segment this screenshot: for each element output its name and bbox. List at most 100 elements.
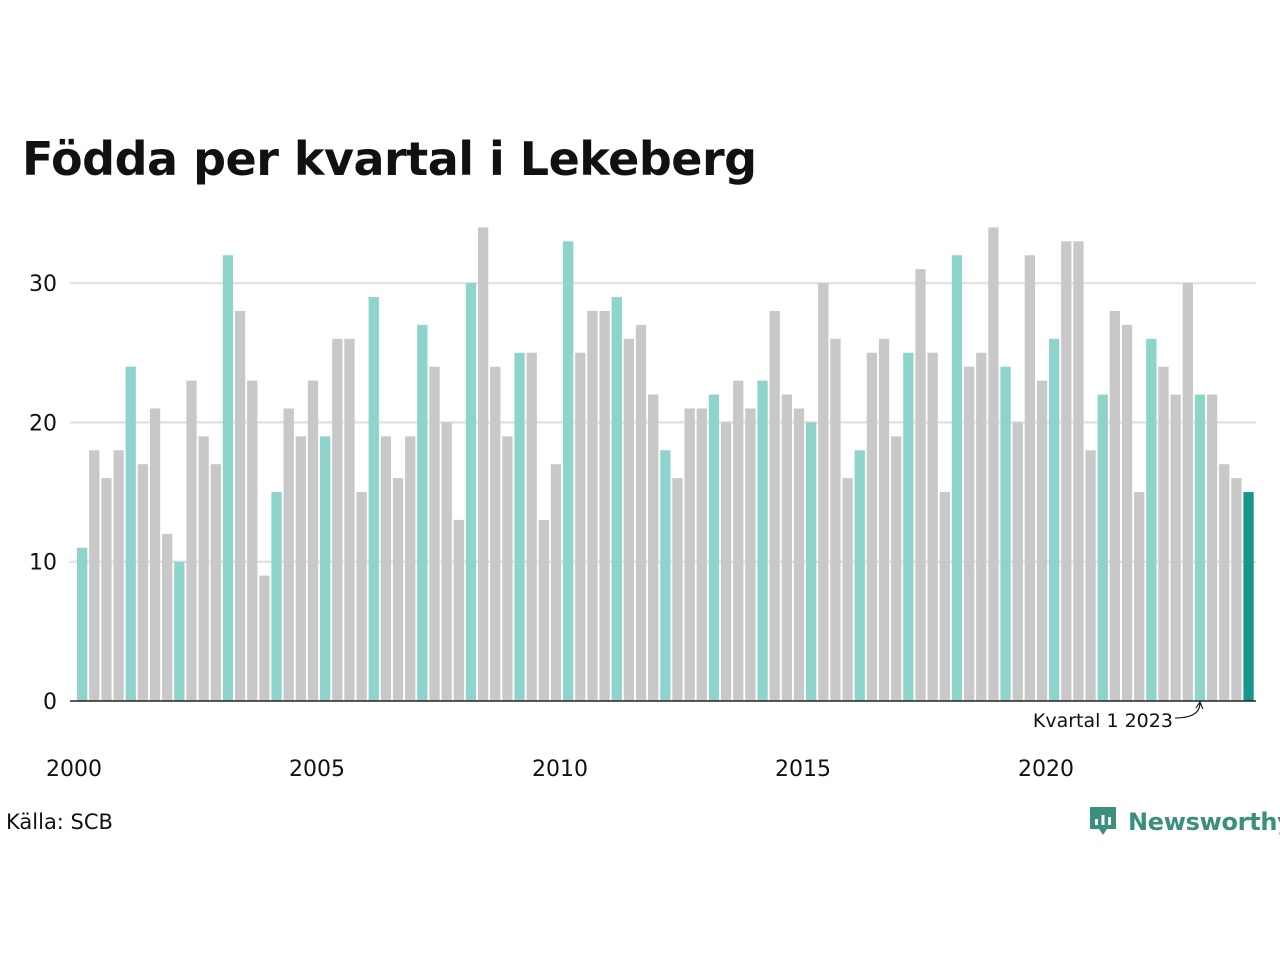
bar-2006-k4[interactable]: [405, 436, 416, 701]
bar-2010-k3[interactable]: [587, 310, 598, 701]
bar-2010-k2[interactable]: [575, 352, 586, 701]
bar-2020-k1[interactable]: [1049, 338, 1060, 701]
bar-2023-k1[interactable]: [1194, 394, 1206, 701]
bar-2014-k4[interactable]: [793, 408, 805, 701]
bar-2013-k3[interactable]: [733, 380, 744, 701]
bar-2002-k3[interactable]: [198, 436, 209, 701]
bar-2015-k1[interactable]: [806, 422, 817, 701]
bar-2017-k4[interactable]: [939, 492, 950, 701]
bar-2003-k4[interactable]: [259, 575, 270, 701]
bar-2001-k2[interactable]: [137, 464, 149, 701]
bar-2016-k2[interactable]: [866, 352, 878, 701]
bar-2007-k2[interactable]: [429, 366, 440, 701]
bar-2022-k3[interactable]: [1170, 394, 1181, 701]
bar-2019-k2[interactable]: [1012, 422, 1023, 701]
bar-2007-k3[interactable]: [441, 422, 452, 701]
bar-2005-k4[interactable]: [356, 492, 367, 701]
bar-2012-k2[interactable]: [672, 478, 683, 701]
bar-2019-k3[interactable]: [1024, 255, 1035, 702]
bar-2017-k3[interactable]: [927, 352, 938, 701]
bar-2022-k1[interactable]: [1146, 338, 1157, 701]
bar-2011-k2[interactable]: [623, 338, 635, 701]
bar-2012-k3[interactable]: [684, 408, 695, 701]
bar-2009-k1[interactable]: [514, 352, 525, 701]
bar-2004-k2[interactable]: [283, 408, 294, 701]
bar-2009-k2[interactable]: [526, 352, 537, 701]
bar-2018-k2[interactable]: [963, 366, 975, 701]
bar-2004-k4[interactable]: [307, 380, 319, 701]
bar-2002-k4[interactable]: [210, 464, 221, 701]
bar-2013-k4[interactable]: [745, 408, 756, 701]
bar-2005-k1[interactable]: [320, 436, 331, 701]
bar-2021-k2[interactable]: [1109, 310, 1121, 701]
bar-2023-k2[interactable]: [1206, 394, 1218, 701]
source-note: Källa: SCB: [6, 810, 113, 834]
bar-2003-k2[interactable]: [234, 310, 246, 701]
bar-2020-k4[interactable]: [1085, 450, 1096, 701]
bar-2011-k4[interactable]: [648, 394, 659, 701]
bar-2018-k1[interactable]: [951, 255, 963, 702]
bar-2002-k1[interactable]: [174, 561, 185, 701]
bar-2020-k2[interactable]: [1061, 241, 1072, 701]
bar-2019-k1[interactable]: [1000, 366, 1011, 701]
bar-2013-k1[interactable]: [708, 394, 720, 701]
bar-2014-k3[interactable]: [781, 394, 792, 701]
bar-2013-k2[interactable]: [720, 422, 732, 701]
bar-2017-k1[interactable]: [903, 352, 914, 701]
bar-2007-k1[interactable]: [417, 324, 428, 701]
bar-2001-k4[interactable]: [162, 533, 173, 701]
bar-2016-k1[interactable]: [854, 450, 865, 701]
bar-2011-k1[interactable]: [611, 297, 622, 701]
bar-2001-k3[interactable]: [149, 408, 161, 701]
bar-2009-k4[interactable]: [550, 464, 562, 701]
bar-2008-k4[interactable]: [502, 436, 513, 701]
bar-2002-k2[interactable]: [186, 380, 197, 701]
bar-2012-k4[interactable]: [696, 408, 707, 701]
bar-2007-k4[interactable]: [453, 519, 464, 701]
bar-2015-k3[interactable]: [830, 338, 841, 701]
bar-2023-k3[interactable]: [1219, 464, 1230, 701]
bar-2010-k1[interactable]: [563, 241, 574, 701]
bar-2011-k3[interactable]: [635, 324, 647, 701]
bar-2012-k1[interactable]: [660, 450, 671, 701]
bar-2008-k1[interactable]: [465, 283, 477, 701]
bar-2018-k3[interactable]: [976, 352, 987, 701]
bar-2004-k1[interactable]: [271, 492, 282, 701]
bar-2019-k4[interactable]: [1036, 380, 1048, 701]
bar-2021-k4[interactable]: [1134, 492, 1145, 701]
bar-2022-k4[interactable]: [1182, 283, 1193, 701]
bar-2008-k3[interactable]: [490, 366, 501, 701]
bar-2000-k4[interactable]: [113, 450, 124, 701]
bar-2006-k3[interactable]: [392, 478, 404, 701]
bar-2021-k3[interactable]: [1121, 324, 1133, 701]
bar-2017-k2[interactable]: [915, 269, 926, 701]
bar-2010-k4[interactable]: [599, 310, 610, 701]
bar-2018-k4[interactable]: [988, 227, 999, 701]
bar-2000-k1[interactable]: [77, 547, 88, 701]
bar-2015-k4[interactable]: [842, 478, 853, 701]
bar-2009-k3[interactable]: [538, 519, 549, 701]
bar-2016-k4[interactable]: [891, 436, 902, 701]
bar-2014-k2[interactable]: [769, 310, 780, 701]
bar-2000-k3[interactable]: [101, 478, 112, 701]
bar-2004-k3[interactable]: [295, 436, 306, 701]
bar-2022-k2[interactable]: [1158, 366, 1169, 701]
bar-2023-k4[interactable]: [1231, 478, 1242, 701]
bar-2016-k3[interactable]: [878, 338, 890, 701]
bar-2014-k1[interactable]: [757, 380, 768, 701]
bar-2005-k3[interactable]: [344, 338, 355, 701]
bar-2003-k3[interactable]: [247, 380, 258, 701]
bar-2015-k2[interactable]: [818, 283, 829, 701]
bar-2008-k2[interactable]: [477, 227, 489, 701]
bar-2003-k1[interactable]: [222, 255, 234, 702]
bar-2006-k2[interactable]: [380, 436, 392, 701]
bar-2024-k1[interactable]: [1243, 492, 1254, 701]
bar-2021-k1[interactable]: [1097, 394, 1108, 701]
bar-2006-k1[interactable]: [368, 297, 379, 701]
bar-2020-k3[interactable]: [1073, 241, 1084, 701]
bar-2000-k2[interactable]: [89, 450, 100, 701]
bar-2001-k1[interactable]: [125, 366, 136, 701]
bar-2005-k2[interactable]: [332, 338, 343, 701]
brand-logo[interactable]: Newsworthy: [1088, 804, 1280, 840]
